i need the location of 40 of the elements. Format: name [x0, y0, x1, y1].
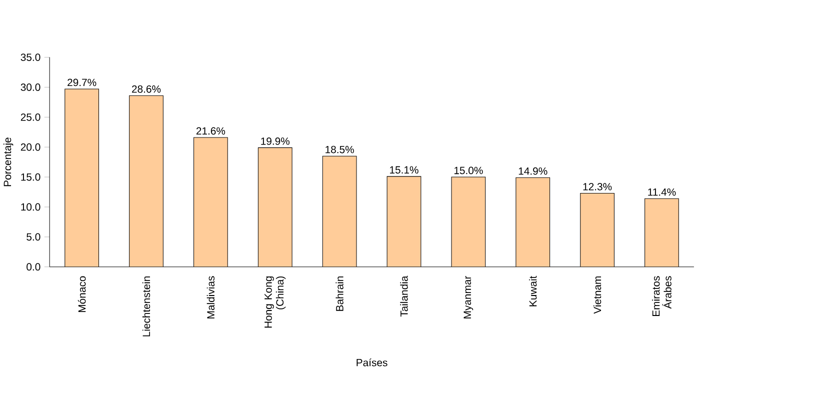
- bar: [516, 177, 550, 267]
- bar: [580, 193, 614, 267]
- x-tick-label: Maldivias: [206, 276, 215, 318]
- x-tick-label: Vietnam: [593, 276, 602, 314]
- bar: [387, 176, 421, 267]
- y-tick-label: 25.0: [20, 113, 40, 121]
- x-tick-label: Tailandia: [400, 276, 408, 316]
- data-label: 21.6%: [196, 127, 226, 134]
- y-tick-label: 5.0: [26, 233, 40, 240]
- x-tick-label: Liechtenstein: [142, 276, 150, 336]
- data-label: 15.0%: [454, 166, 483, 174]
- x-tick-label: Mónaco: [78, 276, 86, 312]
- x-tick-label: Kuwait: [529, 276, 537, 306]
- y-tick-label: 30.0: [20, 83, 40, 91]
- x-tick-label: Bahrain: [336, 276, 344, 311]
- data-label: 29.7%: [68, 78, 96, 86]
- bar: [64, 88, 99, 267]
- bar: [258, 147, 292, 267]
- data-label: 12.3%: [583, 182, 612, 190]
- x-axis-title: Países: [356, 358, 388, 366]
- y-axis-title: Porcentaje: [3, 137, 14, 186]
- bar: [644, 198, 679, 267]
- y-tick-label: 35.0: [20, 53, 40, 61]
- bar: [452, 176, 486, 267]
- y-tick-label: 0.0: [26, 262, 40, 270]
- y-tick-label: 20.0: [20, 143, 40, 151]
- data-label: 28.6%: [132, 85, 161, 93]
- bar: [129, 95, 164, 267]
- data-label: 18.5%: [326, 146, 354, 154]
- y-tick-label: 15.0: [21, 173, 40, 181]
- data-label: 14.9%: [518, 167, 548, 175]
- bar: [194, 137, 228, 267]
- x-tick-label: Emiratos Árabes: [652, 276, 672, 316]
- data-label: 15.1%: [390, 166, 418, 174]
- data-label: 19.9%: [261, 137, 290, 145]
- data-label: 11.4%: [648, 188, 676, 196]
- bar: [322, 156, 356, 267]
- x-tick-label: Hong Kong (China): [264, 276, 286, 328]
- x-tick-label: Myanmar: [464, 276, 474, 318]
- y-tick-label: 10.0: [21, 203, 40, 210]
